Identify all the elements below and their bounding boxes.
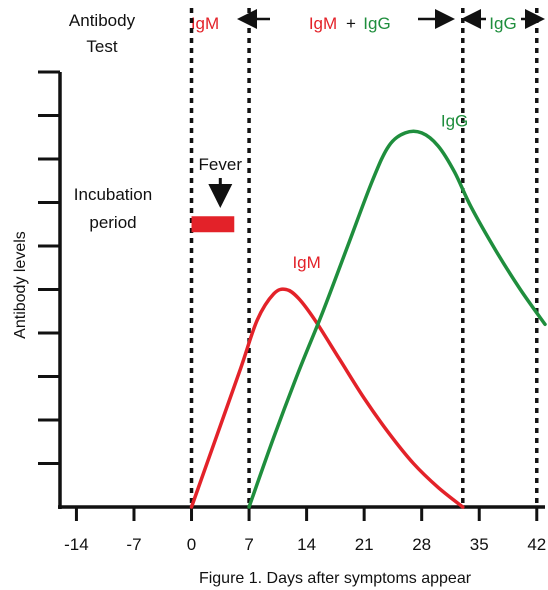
phase-boundary-lines	[189, 8, 539, 507]
phase-igm-igg-header: IgM + IgG	[237, 9, 455, 33]
phase2-plus-label: +	[346, 14, 356, 33]
phase-igg-header: IgG	[461, 9, 545, 33]
x-tick-label: 28	[412, 535, 431, 554]
x-tick-label: 35	[470, 535, 489, 554]
series-lines	[189, 129, 547, 509]
incubation-label-line2: period	[89, 213, 136, 232]
y-axis-label: Antibody levels	[12, 231, 29, 339]
axes: -14 -7 0 7 14 21 28 35 42	[38, 70, 546, 554]
igm-series-label: IgM	[292, 253, 320, 272]
x-tick-label: -14	[64, 535, 89, 554]
antibody-test-label-line1: Antibody	[69, 11, 136, 30]
annotations: Fever Incubation period IgM IgG	[74, 111, 469, 271]
fever-label: Fever	[199, 155, 243, 174]
x-tick-label: 14	[297, 535, 316, 554]
igm-series-line	[189, 287, 465, 509]
phase2-igm-label: IgM	[309, 14, 337, 33]
x-tick-label: 0	[187, 535, 196, 554]
igg-series-line	[247, 129, 547, 509]
incubation-label-line1: Incubation	[74, 185, 152, 204]
antibody-test-label-line2: Test	[86, 37, 117, 56]
x-tick-label: -7	[126, 535, 141, 554]
x-tick-label: 21	[355, 535, 374, 554]
x-tick-label: 42	[527, 535, 546, 554]
igg-series-label: IgG	[441, 111, 468, 130]
incubation-period-bar	[191, 216, 235, 233]
x-axis-caption: Figure 1. Days after symptoms appear	[199, 570, 472, 587]
phase3-igg-label: IgG	[489, 14, 516, 33]
phase-igm-label: IgM	[191, 14, 219, 33]
x-tick-label: 7	[244, 535, 253, 554]
phase2-igg-label: IgG	[363, 14, 390, 33]
